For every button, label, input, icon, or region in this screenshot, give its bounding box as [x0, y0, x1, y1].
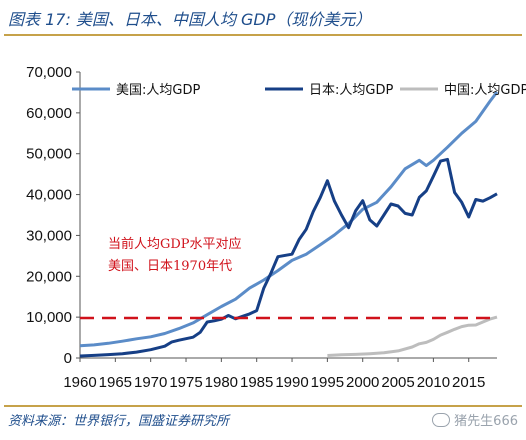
x-tick-label: 1990 [275, 374, 308, 391]
legend-label-2: 中国:人均GDP [444, 83, 526, 98]
x-tick-label: 1980 [205, 374, 238, 391]
series-line-2 [327, 315, 498, 357]
chart-area: 0 10,000 20,000 30,000 40,000 50,000 60,000 70,… [26, 64, 526, 391]
x-tick-label: 2010 [417, 374, 450, 391]
y-tick-label: 40,000 [26, 187, 72, 204]
x-tick-label: 1965 [99, 374, 132, 391]
title-divider [4, 34, 522, 36]
y-tick-label: 10,000 [26, 309, 72, 326]
x-tick-label: 2000 [346, 374, 379, 391]
watermark: 猪先生666 [432, 410, 518, 429]
y-tick-label: 60,000 [26, 105, 72, 122]
y-tick-label: 0 [64, 350, 72, 367]
legend-label-0: 美国:人均GDP [116, 83, 200, 98]
watermark-text: 猪先生666 [454, 414, 518, 429]
y-tick-label: 20,000 [26, 268, 72, 285]
x-tick-label: 1995 [311, 374, 344, 391]
y-tick-label: 30,000 [26, 227, 72, 244]
chart-title: 图表 17: 美国、日本、中国人均 GDP（现价美元） [8, 10, 372, 29]
title-bar: 图表 17: 美国、日本、中国人均 GDP（现价美元） [0, 0, 526, 36]
annotation-line-2: 美国、日本1970年代 [108, 259, 232, 274]
x-tick-label: 1975 [169, 374, 202, 391]
footer-divider [4, 405, 522, 407]
source-note: 资料来源：世界银行，国盛证券研究所 [8, 414, 230, 429]
series-line-1 [79, 157, 498, 358]
x-tick-label: 1960 [63, 374, 96, 391]
y-tick-label: 70,000 [26, 64, 72, 81]
x-tick-label: 2015 [452, 374, 485, 391]
x-tick-label: 2005 [381, 374, 414, 391]
x-tick-label: 1970 [134, 374, 167, 391]
y-tick-label: 50,000 [26, 146, 72, 163]
annotation-line-1: 当前人均GDP水平对应 [108, 236, 242, 252]
x-tick-label: 1985 [240, 374, 273, 391]
series-line-0 [79, 91, 499, 348]
wechat-icon [432, 413, 451, 427]
legend-label-1: 日本:人均GDP [309, 83, 393, 98]
